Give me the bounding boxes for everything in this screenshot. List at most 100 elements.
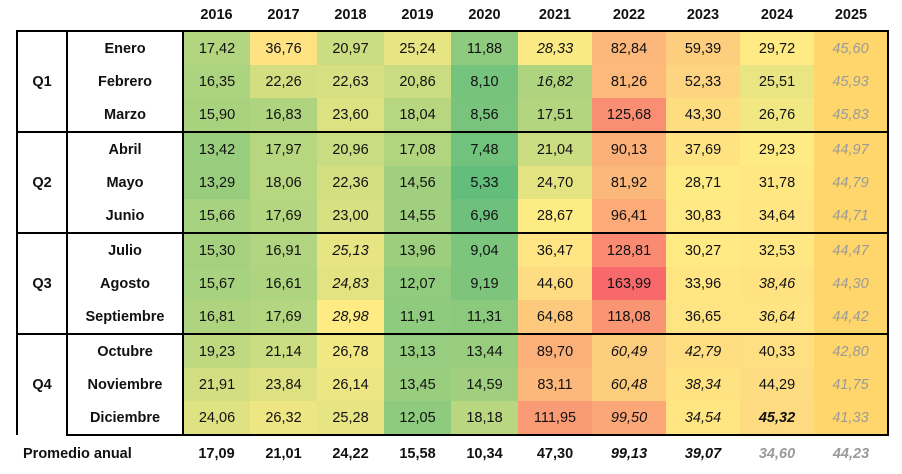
value-cell: 45,60 xyxy=(814,30,889,65)
month-label: Noviembre xyxy=(67,368,184,401)
value-cell: 9,19 xyxy=(451,267,518,300)
table-row: Q4 Octubre 19,23 21,14 26,78 13,13 13,44 89,70 6… xyxy=(16,333,889,435)
value-cell: 21,04 xyxy=(518,131,592,166)
average-value: 10,34 xyxy=(466,446,503,462)
value-cell: 16,91 xyxy=(250,232,317,267)
table-row: Septiembre 16,81 17,69 28,98 11,91 11,31 64,68… xyxy=(17,300,889,335)
value-cell: 37,69 xyxy=(666,131,740,166)
value-cell: 17,51 xyxy=(518,98,592,133)
value-cell: 36,76 xyxy=(250,30,317,65)
table-row: Q2 Abril 13,42 17,97 20,96 17,08 7,48 21,04 90,1… xyxy=(16,131,889,233)
month-label: Enero xyxy=(67,30,184,65)
value-cell: 44,42 xyxy=(814,300,889,335)
value-cell: 41,33 xyxy=(814,401,889,436)
month-label: Octubre xyxy=(67,333,184,368)
table-row: Agosto 15,67 16,61 24,83 12,07 9,19 44,60 163,9… xyxy=(17,267,889,300)
average-value: 44,23 xyxy=(832,446,870,462)
value-cell: 163,99 xyxy=(592,267,666,300)
value-cell: 11,91 xyxy=(384,300,451,335)
value-cell: 17,97 xyxy=(250,131,317,166)
value-cell: 16,83 xyxy=(250,98,317,133)
value-cell: 22,36 xyxy=(317,166,384,199)
value-cell: 42,80 xyxy=(814,333,889,368)
average-value: 17,09 xyxy=(198,446,235,462)
average-value: 39,07 xyxy=(684,446,722,462)
value-cell: 18,06 xyxy=(250,166,317,199)
value-cell: 23,84 xyxy=(250,368,317,401)
month-label: Mayo xyxy=(67,166,184,199)
quarter-label: Q1 xyxy=(16,30,68,132)
quarter-label: Q4 xyxy=(16,333,68,435)
year-header-row: 2016 2017 2018 2019 2020 2021 2022 2023 2024 2025 xyxy=(17,0,888,31)
value-cell: 13,96 xyxy=(384,232,451,267)
value-cell: 13,44 xyxy=(451,333,518,368)
value-cell: 60,49 xyxy=(592,333,666,368)
value-cell: 15,66 xyxy=(183,199,250,234)
value-cell: 12,07 xyxy=(384,267,451,300)
annual-average-label: Promedio anual xyxy=(23,446,132,462)
value-cell: 6,96 xyxy=(451,199,518,234)
value-cell: 23,60 xyxy=(317,98,384,133)
annual-average-row: Promedio anual 17,09 21,01 24,22 15,58 10,34 4… xyxy=(17,435,888,472)
value-cell: 14,56 xyxy=(384,166,451,199)
value-cell: 13,42 xyxy=(183,131,250,166)
value-cell: 24,70 xyxy=(518,166,592,199)
value-cell: 9,04 xyxy=(451,232,518,267)
value-cell: 8,56 xyxy=(451,98,518,133)
value-cell: 25,13 xyxy=(317,232,384,267)
value-cell: 44,29 xyxy=(740,368,814,401)
value-cell: 44,97 xyxy=(814,131,889,166)
value-cell: 17,69 xyxy=(250,199,317,234)
value-cell: 28,67 xyxy=(518,199,592,234)
value-cell: 16,82 xyxy=(518,65,592,98)
value-cell: 11,88 xyxy=(451,30,518,65)
value-cell: 38,46 xyxy=(740,267,814,300)
value-cell: 19,23 xyxy=(183,333,250,368)
value-cell: 52,33 xyxy=(666,65,740,98)
value-cell: 5,33 xyxy=(451,166,518,199)
value-cell: 14,55 xyxy=(384,199,451,234)
value-cell: 13,13 xyxy=(384,333,451,368)
value-cell: 34,54 xyxy=(666,401,740,436)
header-spacer xyxy=(67,0,183,31)
year-header-2025: 2025 xyxy=(834,7,868,23)
value-cell: 13,29 xyxy=(183,166,250,199)
value-cell: 30,27 xyxy=(666,232,740,267)
value-cell: 22,63 xyxy=(317,65,384,98)
value-cell: 26,14 xyxy=(317,368,384,401)
value-cell: 28,98 xyxy=(317,300,384,335)
value-cell: 12,05 xyxy=(384,401,451,436)
value-cell: 29,72 xyxy=(740,30,814,65)
value-cell: 36,47 xyxy=(518,232,592,267)
table-row: Diciembre 24,06 26,32 25,28 12,05 18,18 111,95… xyxy=(17,401,889,436)
value-cell: 30,83 xyxy=(666,199,740,234)
table-row: Mayo 13,29 18,06 22,36 14,56 5,33 24,70 81,92 28… xyxy=(17,166,889,199)
value-cell: 26,32 xyxy=(250,401,317,436)
value-cell: 32,53 xyxy=(740,232,814,267)
value-cell: 36,64 xyxy=(740,300,814,335)
value-cell: 90,13 xyxy=(592,131,666,166)
value-cell: 17,42 xyxy=(183,30,250,65)
value-cell: 42,79 xyxy=(666,333,740,368)
value-cell: 15,90 xyxy=(183,98,250,133)
value-cell: 17,08 xyxy=(384,131,451,166)
value-cell: 22,26 xyxy=(250,65,317,98)
value-cell: 82,84 xyxy=(592,30,666,65)
value-cell: 40,33 xyxy=(740,333,814,368)
value-cell: 18,18 xyxy=(451,401,518,436)
month-label: Septiembre xyxy=(67,300,184,335)
value-cell: 125,68 xyxy=(592,98,666,133)
value-cell: 26,76 xyxy=(740,98,814,133)
table-body: Q1 Enero 17,42 36,76 20,97 25,24 11,88 28,33 82,… xyxy=(16,30,889,472)
value-cell: 26,78 xyxy=(317,333,384,368)
value-cell: 24,83 xyxy=(317,267,384,300)
table-row: Q3 Julio 15,30 16,91 25,13 13,96 9,04 36,47 128,… xyxy=(16,232,889,334)
year-header-2019: 2019 xyxy=(401,7,434,23)
value-cell: 23,00 xyxy=(317,199,384,234)
value-cell: 45,93 xyxy=(814,65,889,98)
table-row: Q1 Enero 17,42 36,76 20,97 25,24 11,88 28,33 82,… xyxy=(16,30,889,132)
value-cell: 44,79 xyxy=(814,166,889,199)
value-cell: 83,11 xyxy=(518,368,592,401)
month-label: Febrero xyxy=(67,65,184,98)
monthly-values-table: 2016 2017 2018 2019 2020 2021 2022 2023 2024 2025… xyxy=(16,0,889,472)
